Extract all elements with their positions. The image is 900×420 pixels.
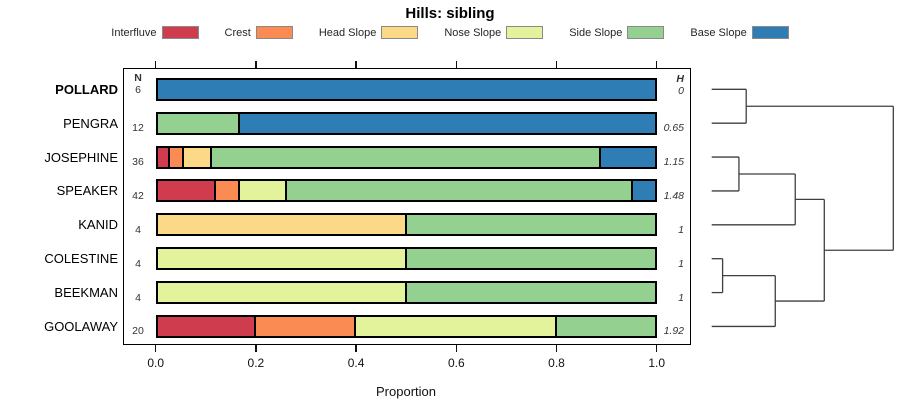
row-label-speaker: SPEAKER — [56, 183, 118, 199]
bar-segment-interfluve — [156, 314, 257, 338]
bar-row-beekman — [156, 281, 657, 305]
legend-swatch-base-slope-icon — [751, 26, 789, 39]
bar-row-kanid — [156, 213, 657, 237]
bar-segment-side-slope — [554, 314, 657, 338]
x-axis-title: Proportion — [376, 384, 436, 399]
h-value-beekman: 1 — [678, 291, 684, 304]
bar-segment-side-slope — [210, 145, 602, 169]
n-value-kanid: 4 — [135, 223, 141, 236]
bar-row-speaker — [156, 179, 657, 203]
legend-swatch-crest-icon — [255, 26, 293, 39]
legend-swatch-side-slope-icon — [627, 26, 665, 39]
row-label-pollard: POLLARD — [55, 81, 118, 97]
bar-segment-crest — [254, 314, 357, 338]
x-tick-bottom — [655, 345, 658, 352]
row-label-colestine: COLESTINE — [44, 251, 118, 267]
bar-segment-side-slope — [404, 281, 657, 305]
n-value-speaker: 42 — [132, 189, 144, 202]
bar-row-colestine — [156, 247, 657, 271]
bar-segment-side-slope — [404, 247, 657, 271]
legend-item-base-slope: Base Slope — [690, 26, 789, 39]
h-value-goolaway: 1.92 — [663, 325, 684, 338]
n-value-colestine: 4 — [135, 257, 141, 270]
x-tick-top — [154, 61, 157, 68]
legend-label: Crest — [224, 26, 251, 39]
legend-swatch-head-slope-icon — [381, 26, 419, 39]
h-value-josephine: 1.15 — [663, 156, 684, 169]
legend-swatch-interfluve-icon — [161, 26, 199, 39]
x-tick-top — [255, 61, 257, 68]
x-tick-bottom — [255, 345, 257, 352]
bar-segment-base-slope — [156, 77, 657, 101]
row-label-goolaway: GOOLAWAY — [44, 318, 118, 334]
bar-segment-base-slope — [630, 179, 657, 203]
bar-segment-head-slope — [182, 145, 213, 169]
row-label-kanid: KANID — [78, 217, 118, 233]
bar-segment-nose-slope — [237, 179, 288, 203]
x-tick-label: 0.2 — [247, 356, 265, 370]
row-label-pengra: PENGRA — [63, 115, 118, 131]
n-value-josephine: 36 — [132, 156, 144, 169]
legend-item-nose-slope: Nose Slope — [444, 26, 544, 39]
bar-row-goolaway — [156, 314, 657, 338]
x-tick-top — [355, 61, 357, 68]
x-tick-label: 0.4 — [347, 356, 365, 370]
n-value-pengra: 12 — [132, 122, 144, 135]
n-column-header: N — [134, 72, 142, 84]
h-value-kanid: 1 — [678, 223, 684, 236]
n-value-goolaway: 20 — [132, 325, 144, 338]
bar-row-pengra — [156, 111, 657, 135]
bar-segment-crest — [213, 179, 240, 203]
bar-segment-nose-slope — [156, 281, 407, 305]
x-tick-label: 1.0 — [648, 356, 666, 370]
row-label-beekman: BEEKMAN — [54, 285, 118, 301]
bar-segment-base-slope — [599, 145, 657, 169]
legend-label: Nose Slope — [444, 26, 502, 39]
bar-segment-side-slope — [285, 179, 633, 203]
legend-label: Base Slope — [690, 26, 747, 39]
bar-segment-base-slope — [237, 111, 657, 135]
x-tick-bottom — [455, 345, 458, 352]
bar-row-josephine — [156, 145, 657, 169]
h-value-colestine: 1 — [678, 257, 684, 270]
x-tick-top — [655, 61, 658, 68]
x-tick-label: 0.0 — [147, 356, 165, 370]
row-label-josephine: JOSEPHINE — [44, 149, 118, 165]
bar-row-pollard — [156, 77, 657, 101]
legend: Interfluve Crest Head Slope Nose Slope Side … — [0, 26, 900, 39]
h-value-pollard: 0 — [678, 85, 684, 98]
chart-title: Hills: sibling — [405, 5, 495, 22]
bar-segment-side-slope — [404, 213, 657, 237]
legend-label: Interfluve — [111, 26, 157, 39]
x-tick-label: 0.6 — [447, 356, 465, 370]
legend-swatch-nose-slope-icon — [506, 26, 544, 39]
x-tick-top — [455, 61, 458, 68]
plot-area-border — [123, 68, 691, 345]
n-value-beekman: 4 — [135, 291, 141, 304]
h-column-header: H — [676, 73, 684, 85]
legend-item-interfluve: Interfluve — [111, 26, 199, 39]
n-value-pollard: 6 — [135, 84, 141, 97]
h-value-pengra: 0.65 — [663, 122, 684, 135]
h-value-speaker: 1.48 — [663, 189, 684, 202]
x-tick-label: 0.8 — [548, 356, 565, 370]
legend-label: Head Slope — [318, 26, 377, 39]
legend-item-side-slope: Side Slope — [569, 26, 665, 39]
legend-item-head-slope: Head Slope — [319, 26, 419, 39]
bar-segment-nose-slope — [354, 314, 557, 338]
bar-segment-nose-slope — [156, 247, 407, 271]
x-tick-bottom — [555, 345, 558, 352]
x-tick-bottom — [355, 345, 357, 352]
bar-segment-side-slope — [156, 111, 240, 135]
x-tick-top — [555, 61, 558, 68]
legend-label: Side Slope — [569, 26, 623, 39]
bar-segment-head-slope — [156, 213, 407, 237]
legend-item-crest: Crest — [225, 26, 293, 39]
x-tick-bottom — [154, 345, 157, 352]
bar-segment-interfluve — [156, 179, 216, 203]
